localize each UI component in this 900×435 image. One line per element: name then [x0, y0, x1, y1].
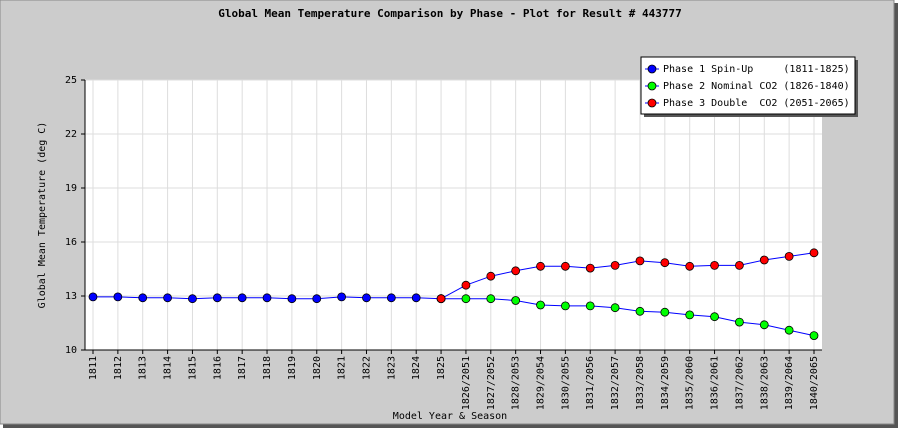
- x-axis-label: Model Year & Season: [393, 411, 507, 422]
- point: [486, 271, 496, 281]
- point: [536, 261, 545, 271]
- point: [809, 248, 819, 258]
- point: [560, 301, 570, 311]
- y-tick-label: 16: [65, 237, 77, 248]
- point: [237, 293, 247, 303]
- legend-label: Phase 3 Double CO2 (2051-2065): [663, 98, 850, 109]
- x-tick-label: 1819: [287, 356, 298, 380]
- point: [759, 320, 769, 330]
- point: [486, 294, 496, 304]
- point: [212, 293, 222, 303]
- point: [660, 307, 670, 317]
- point: [461, 294, 471, 304]
- legend-marker: [647, 98, 657, 108]
- point: [188, 294, 197, 304]
- x-tick-label: 1829/2054: [536, 356, 547, 410]
- x-tick-label: 1830/2055: [560, 356, 571, 410]
- point: [138, 293, 148, 303]
- y-tick-label: 19: [65, 183, 77, 194]
- point: [262, 293, 272, 303]
- point: [511, 266, 521, 276]
- legend-label: Phase 1 Spin-Up (1811-1825): [663, 64, 850, 75]
- x-tick-label: 1827/2052: [486, 356, 497, 410]
- point: [685, 261, 695, 271]
- x-tick-label: 1812: [113, 356, 124, 380]
- point: [287, 294, 297, 304]
- point: [710, 260, 719, 270]
- point: [809, 331, 819, 341]
- point: [536, 300, 545, 310]
- point: [585, 301, 595, 311]
- point: [635, 256, 645, 266]
- legend-marker: [647, 81, 657, 91]
- x-tick-label: 1816: [212, 356, 223, 380]
- x-tick-label: 1831/2056: [585, 356, 596, 410]
- x-tick-label: 1826/2051: [461, 356, 472, 410]
- point: [784, 251, 794, 261]
- point: [759, 255, 769, 265]
- x-tick-label: 1820: [312, 356, 323, 380]
- x-tick-label: 1839/2064: [784, 356, 795, 410]
- x-tick-label: 1840/2065: [809, 356, 820, 410]
- point: [386, 293, 396, 303]
- point: [461, 280, 471, 290]
- x-tick-label: 1837/2062: [734, 356, 745, 410]
- point: [585, 263, 595, 273]
- series-line: [440, 252, 815, 300]
- legend-box: [640, 56, 856, 115]
- x-tick-label: 1818: [262, 356, 273, 380]
- x-tick-label: 1835/2060: [685, 356, 696, 410]
- x-tick-label: 1817: [237, 356, 248, 380]
- point: [735, 317, 744, 327]
- x-tick-label: 1828/2053: [511, 356, 522, 410]
- point: [436, 294, 446, 304]
- plot-area: [85, 80, 822, 350]
- x-tick-label: 1834/2059: [660, 356, 671, 410]
- point: [710, 312, 719, 322]
- point: [685, 310, 695, 320]
- point: [735, 260, 744, 270]
- series-line: [441, 298, 815, 337]
- y-tick-label: 22: [65, 129, 77, 140]
- point: [411, 293, 421, 303]
- point: [511, 296, 521, 305]
- x-tick-label: 1811: [88, 356, 99, 380]
- legend-marker: [647, 64, 657, 74]
- y-tick-label: 25: [65, 75, 77, 86]
- y-tick-label: 13: [65, 291, 77, 302]
- point: [635, 306, 645, 316]
- y-tick-label: 10: [65, 345, 77, 356]
- x-tick-label: 1825: [436, 356, 447, 380]
- x-tick-label: 1824: [411, 356, 422, 380]
- point: [88, 292, 98, 302]
- point: [784, 325, 794, 335]
- point: [560, 261, 570, 271]
- point: [660, 258, 670, 268]
- x-tick-label: 1836/2061: [710, 356, 721, 410]
- point: [312, 294, 322, 304]
- x-tick-label: 1813: [138, 356, 149, 380]
- x-tick-label: 1832/2057: [610, 356, 621, 410]
- x-tick-label: 1822: [361, 356, 372, 380]
- x-tick-label: 1823: [386, 356, 397, 380]
- point: [610, 260, 620, 270]
- point: [610, 303, 620, 313]
- x-tick-label: 1814: [163, 356, 174, 380]
- y-axis-label: Global Mean Temperature (deg C): [37, 122, 48, 309]
- point: [362, 293, 371, 303]
- x-tick-label: 1821: [337, 356, 348, 380]
- point: [163, 293, 172, 303]
- x-tick-label: 1833/2058: [635, 356, 646, 410]
- x-tick-label: 1838/2063: [759, 356, 770, 410]
- legend-label: Phase 2 Nominal CO2 (1826-1840): [663, 81, 850, 92]
- point: [337, 292, 347, 302]
- point: [113, 292, 123, 302]
- x-tick-label: 1815: [187, 356, 198, 380]
- chart-title: Global Mean Temperature Comparison by Ph…: [218, 7, 682, 20]
